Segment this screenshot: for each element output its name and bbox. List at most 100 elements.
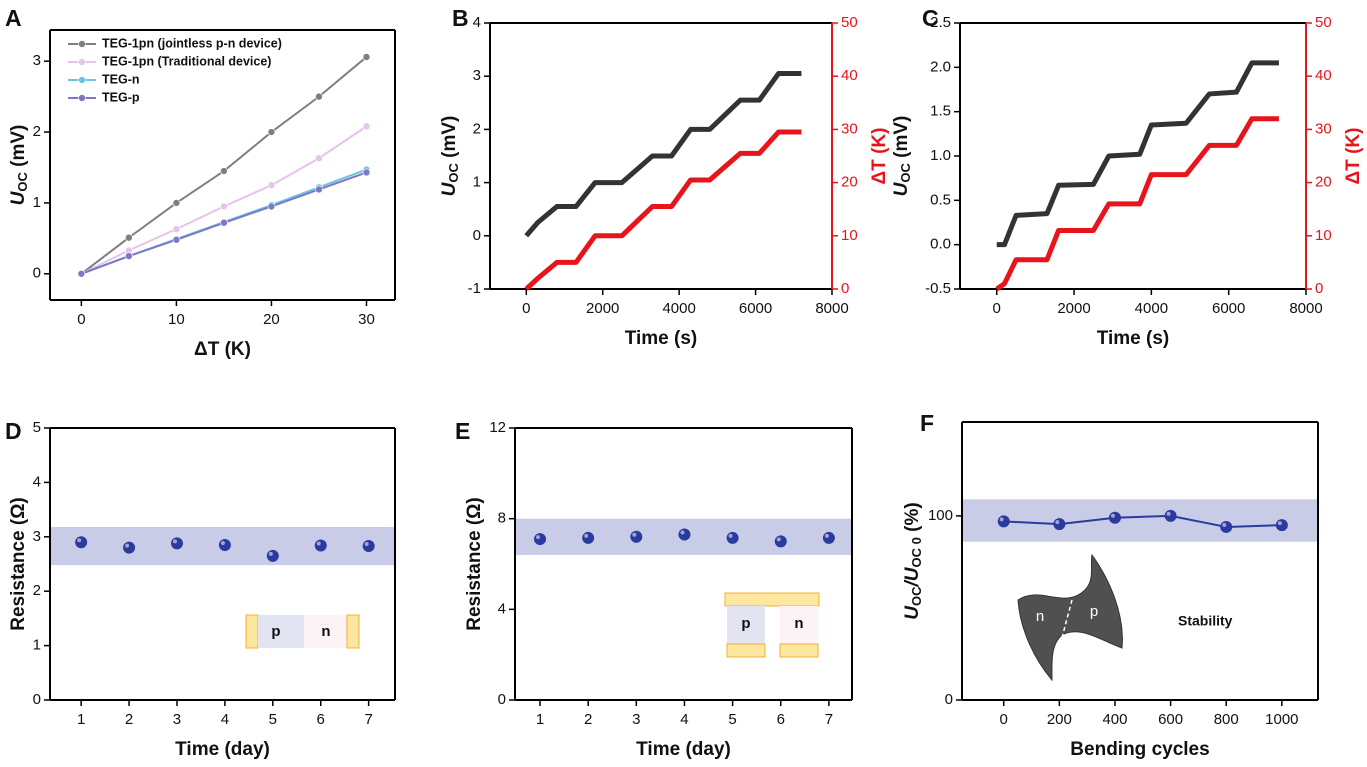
y2-tick-label: 30: [1315, 120, 1332, 137]
electrode: [724, 592, 820, 607]
x-axis-label: Time (s): [1097, 328, 1170, 349]
panel-letter: F: [920, 410, 934, 436]
y-tick-label: 2: [473, 120, 481, 137]
series-line: [1003, 514, 1282, 528]
series-line: [996, 60, 1279, 248]
y-axis-label-part: OC: [898, 163, 913, 183]
y-axis-label: UOC (mV): [439, 116, 461, 197]
data-point: [77, 269, 86, 278]
data-point: [125, 252, 133, 260]
panel-letter: A: [5, 5, 22, 31]
x-tick-label: 0: [993, 300, 1001, 317]
data-point: [1275, 519, 1288, 532]
y-tick-label: 4: [473, 14, 481, 31]
inset-label: n: [321, 623, 330, 640]
data-point: [220, 167, 228, 175]
panel: C 0 2000 4000 6000 8000 -0.5 0.0 0.5 1.0 1.5 2.0 2.5…: [891, 5, 1364, 349]
y-axis-label-part: U: [439, 181, 460, 196]
data-point: [172, 225, 181, 233]
data-point: [997, 515, 1010, 528]
y-tick-label: 0: [473, 227, 481, 244]
x-tick-label: 7: [825, 711, 833, 728]
x-axis-label: ΔT (K): [194, 339, 251, 360]
y2-tick-label: 30: [841, 120, 858, 137]
highlight: [824, 533, 829, 538]
y-tick-label: 3: [473, 67, 481, 84]
panel-letter: E: [455, 418, 470, 444]
inset-label: n: [1036, 608, 1044, 625]
data-point: [315, 92, 323, 101]
panel: B0 2000 4000 6000 8000-10123401020304050Time…: [439, 5, 890, 349]
x-tick-label: 600: [1158, 711, 1183, 728]
y-tick-label: 1.5: [930, 103, 951, 120]
y2-tick-label: 10: [1315, 227, 1332, 244]
y2-tick-label: 0: [1315, 280, 1323, 297]
data-point: [315, 185, 323, 194]
inset-label: p: [741, 615, 750, 632]
y-axis-label: Resistance (Ω): [8, 497, 29, 631]
highlight: [536, 535, 541, 540]
data-point: [266, 549, 279, 562]
y-tick-label: 4: [33, 473, 41, 490]
electrode: [779, 643, 819, 658]
y-tick-label: 2.5: [930, 14, 951, 31]
y2-tick-label: 50: [1315, 14, 1332, 31]
y-tick-label: 5: [33, 419, 41, 436]
highlight: [125, 543, 130, 548]
highlight: [680, 530, 685, 535]
highlight: [77, 538, 82, 543]
highlight: [776, 537, 781, 542]
data-point: [1053, 518, 1066, 531]
highlight: [584, 533, 589, 538]
y2-axis-label: ΔT (K): [1343, 128, 1364, 185]
data-point: [267, 202, 276, 211]
x-tick-label: 10: [168, 311, 185, 328]
y-tick-label: 1.0: [930, 147, 951, 164]
x-axis-label: Bending cycles: [1070, 739, 1209, 760]
data-point: [534, 533, 547, 546]
y-tick-label: 0.5: [930, 191, 951, 208]
x-tick-label: 0: [77, 311, 85, 328]
data-point: [172, 235, 181, 244]
y-tick-label: 3: [33, 52, 41, 69]
inset-e: p n: [724, 592, 820, 658]
y-axis-label-part: (mV): [439, 116, 460, 164]
x-axis-label: Time (s): [625, 328, 698, 349]
x-tick-label: 6: [777, 711, 785, 728]
y-tick-label: 0: [33, 691, 41, 708]
y-tick-label: 1: [33, 637, 41, 654]
data-point: [362, 540, 375, 553]
y-tick-label: 2: [33, 123, 41, 140]
panel-letter: C: [922, 5, 939, 31]
data-point: [267, 181, 276, 189]
x-tick-label: 4000: [662, 300, 695, 317]
n-leg: [780, 606, 818, 644]
electrode: [726, 643, 766, 658]
y-axis-label: Resistance (Ω): [464, 497, 485, 631]
y2-tick-label: 20: [841, 174, 858, 191]
x-tick-label: 3: [173, 711, 181, 728]
data-point: [362, 53, 371, 61]
y-axis-label-part: U: [8, 190, 29, 205]
x-axis-label: Time (day): [175, 739, 270, 760]
data-point: [1108, 511, 1121, 524]
p-leg: [258, 615, 304, 648]
y-axis-label-part: (mV): [8, 125, 29, 173]
data-point: [218, 538, 231, 551]
inset-label: p: [1090, 603, 1098, 620]
legend-marker: [78, 76, 86, 84]
legend-label: TEG-n: [102, 72, 140, 86]
data-point: [220, 202, 228, 211]
y-axis-label: UOC (mV): [891, 116, 913, 197]
data-point: [1164, 509, 1177, 522]
highlight: [1166, 511, 1171, 516]
y-axis-label: UOC/UOC 0 (%): [902, 502, 924, 619]
y-axis-label-part: OC: [909, 586, 924, 606]
series-line: [80, 125, 368, 275]
data-point: [170, 537, 183, 550]
y-axis-label-part: (%): [902, 502, 923, 537]
highlight: [1110, 513, 1115, 518]
